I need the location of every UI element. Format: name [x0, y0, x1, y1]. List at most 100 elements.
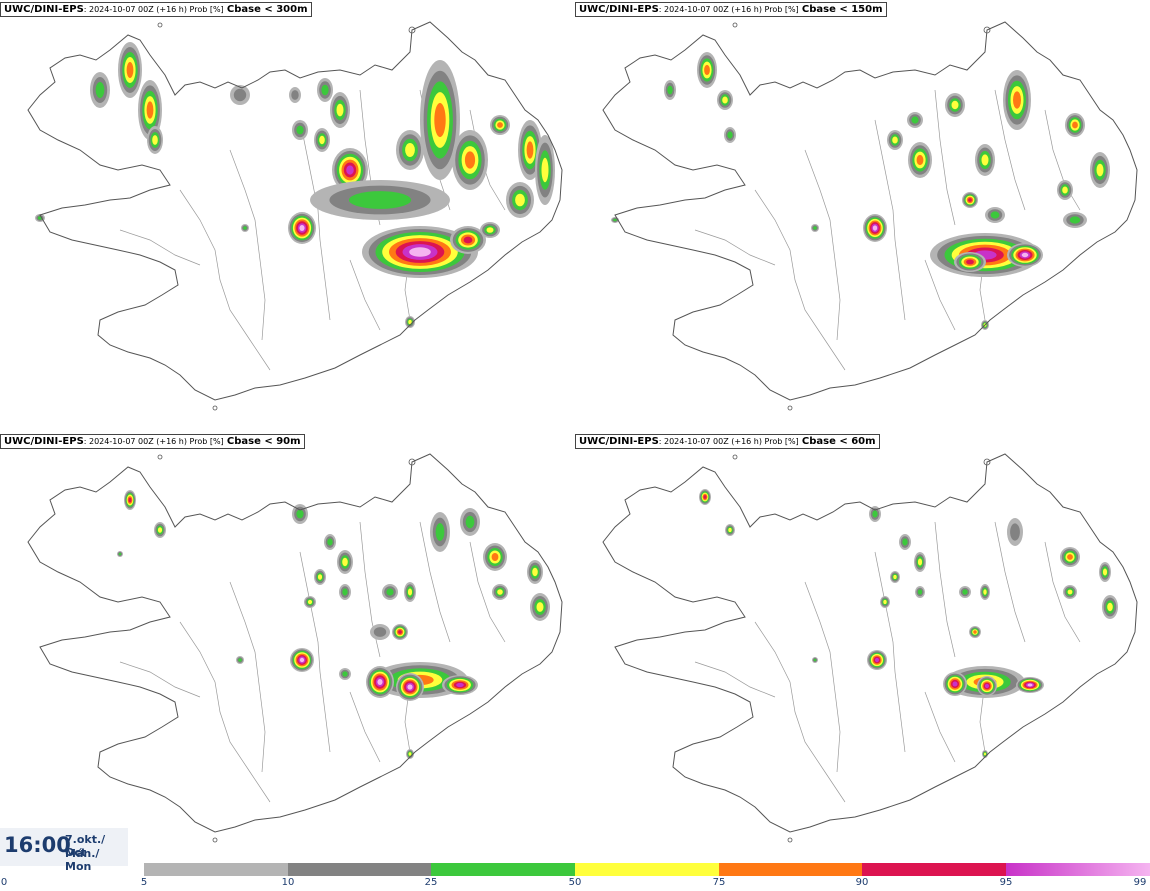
probability-area	[299, 225, 305, 231]
probability-area	[911, 116, 919, 124]
colorbar-tick: 90	[855, 877, 869, 888]
river-line	[924, 691, 956, 763]
river-line	[299, 551, 331, 753]
river-line	[934, 521, 956, 658]
probability-area	[342, 588, 348, 596]
river-line	[349, 259, 381, 331]
probability-area	[541, 157, 549, 183]
colorbar-tick: 25	[424, 877, 438, 888]
probability-area	[984, 752, 986, 756]
probability-area	[872, 510, 878, 518]
probability-area	[613, 218, 617, 222]
probability-area	[398, 630, 402, 634]
probability-area	[1102, 568, 1108, 576]
colorbar	[144, 863, 1150, 876]
probability-area	[407, 588, 413, 596]
probability-area	[408, 319, 412, 325]
land-area	[28, 454, 562, 832]
river-line	[179, 621, 271, 803]
land-area	[603, 22, 1137, 400]
probability-area	[291, 90, 299, 100]
river-line	[349, 691, 381, 763]
colorbar-segment	[431, 863, 575, 876]
colorbar-tick: 0	[0, 877, 8, 888]
river-line	[804, 581, 841, 773]
probability-area	[497, 589, 503, 595]
probability-area	[990, 211, 1000, 219]
colorbar-tick: 99	[1133, 877, 1147, 888]
probability-area	[962, 589, 968, 595]
probability-area	[296, 125, 304, 135]
river-line	[874, 119, 906, 321]
probability-area	[893, 574, 897, 580]
probability-area	[1107, 602, 1113, 612]
probability-area	[952, 681, 958, 687]
iceland-map	[602, 453, 1138, 843]
probability-area	[667, 85, 673, 95]
coastline	[602, 453, 1138, 833]
valid-time: 16:00	[4, 833, 71, 857]
probability-area	[342, 671, 348, 677]
probability-area	[405, 143, 415, 157]
coastline	[27, 21, 563, 401]
probability-area	[951, 100, 959, 110]
colorbar-tick: 10	[281, 877, 295, 888]
probability-area	[497, 122, 503, 128]
probability-area	[727, 131, 733, 139]
probability-area	[408, 752, 412, 756]
probability-area	[299, 657, 305, 663]
island	[732, 454, 738, 460]
probability-area	[336, 103, 344, 117]
colorbar-segment	[144, 863, 288, 876]
river-line	[994, 521, 1026, 643]
probability-area	[917, 558, 923, 566]
probability-area	[1021, 252, 1029, 258]
colorbar-tick: 5	[140, 877, 148, 888]
island	[408, 458, 416, 466]
river-line	[299, 119, 331, 321]
island	[408, 26, 416, 34]
river-line	[754, 189, 846, 371]
probability-area	[981, 154, 989, 166]
probability-area	[238, 658, 242, 662]
probability-area	[152, 135, 158, 145]
probability-area	[1067, 554, 1073, 560]
map-panel-90m: UWC/DINI-EPS: 2024-10-07 00Z (+16 h) Pro…	[0, 432, 575, 862]
panel-title: UWC/DINI-EPS: 2024-10-07 00Z (+16 h) Pro…	[575, 2, 887, 17]
colorbar-segment	[288, 863, 431, 876]
river-line	[934, 89, 956, 226]
map-panel-60m: UWC/DINI-EPS: 2024-10-07 00Z (+16 h) Pro…	[575, 432, 1150, 862]
probability-area	[342, 557, 348, 567]
colorbar-segment	[862, 863, 1006, 876]
river-line	[694, 229, 776, 266]
colorbar-segment	[719, 863, 862, 876]
probability-area	[704, 64, 710, 76]
river-line	[469, 541, 506, 643]
probability-area	[968, 198, 972, 202]
river-line	[1044, 541, 1081, 643]
panel-title: UWC/DINI-EPS: 2024-10-07 00Z (+16 h) Pro…	[0, 434, 305, 449]
river-line	[179, 189, 271, 371]
probability-area	[1067, 589, 1073, 595]
probability-area	[872, 225, 878, 231]
probability-area	[243, 226, 247, 230]
probability-area	[95, 82, 105, 98]
probability-area	[892, 136, 898, 144]
probability-area	[373, 627, 387, 637]
probability-area	[973, 630, 977, 634]
panel-title: UWC/DINI-EPS: 2024-10-07 00Z (+16 h) Pro…	[575, 434, 880, 449]
river-line	[874, 551, 906, 753]
probability-area	[465, 515, 475, 529]
coastline	[27, 453, 563, 833]
island	[732, 22, 738, 28]
panel-title: UWC/DINI-EPS: 2024-10-07 00Z (+16 h) Pro…	[0, 2, 312, 17]
probability-area	[966, 259, 974, 265]
probability-area	[348, 191, 412, 209]
island	[157, 454, 163, 460]
probability-area	[434, 102, 446, 138]
probability-area	[128, 497, 132, 503]
island	[787, 837, 793, 843]
colorbar-tick: 75	[712, 877, 726, 888]
probability-area	[526, 141, 534, 159]
colorbar-tick: 95	[999, 877, 1013, 888]
